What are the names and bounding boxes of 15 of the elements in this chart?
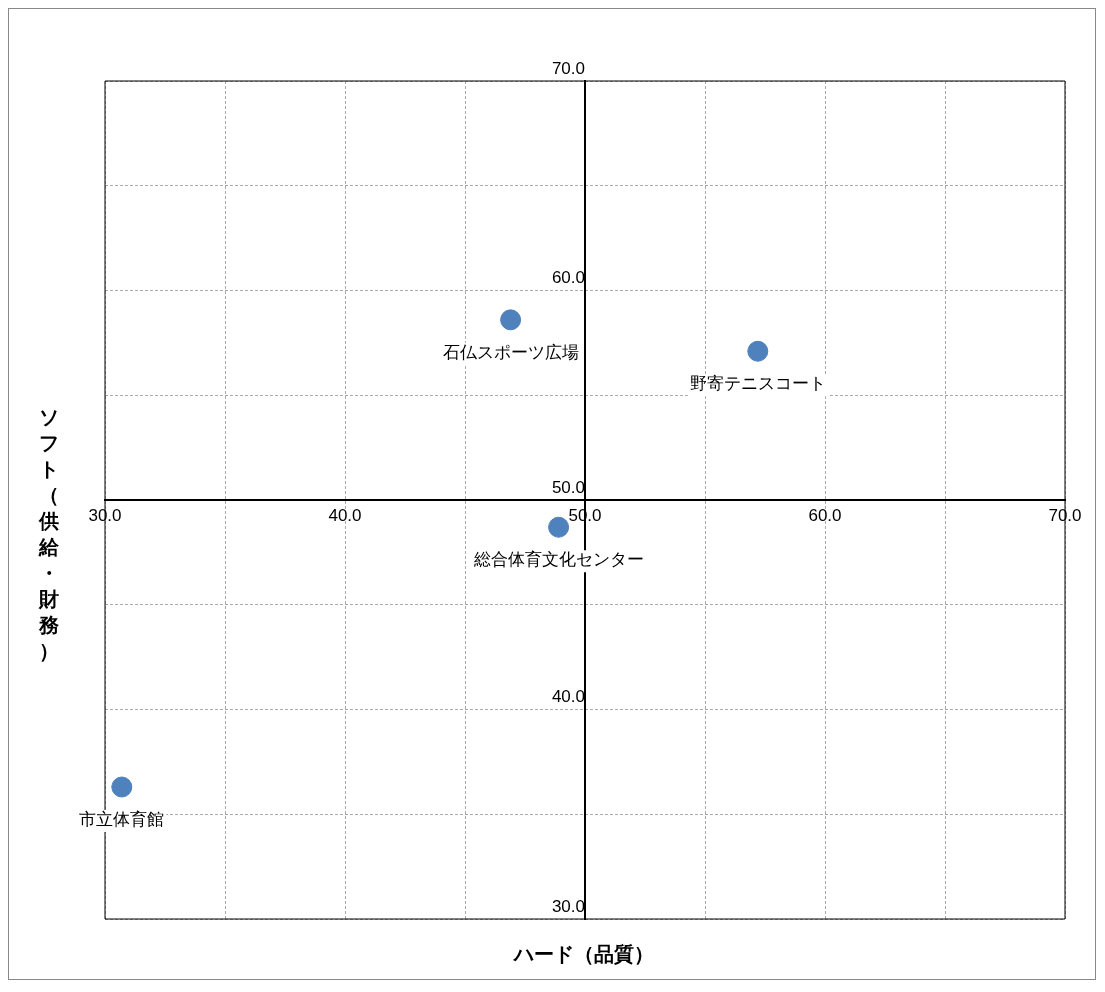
x-axis-title: ハード（品質） [512,942,655,967]
text: ソフト（供給・財務） [39,406,59,662]
y-tick-label: 70.0 [551,58,585,78]
x-tick-label: 70.0 [1048,505,1082,525]
x-tick-label: 60.0 [808,505,842,525]
series-label: 市立体育館 [79,810,165,830]
y-tick-label: 60.0 [551,268,585,288]
y-tick-label: 40.0 [551,687,585,707]
y-tick-label: 50.0 [551,477,585,497]
x-tick-label: 30.0 [88,505,122,525]
y-tick-label: 30.0 [551,896,585,916]
series-label: 石仏スポーツ広場 [442,343,579,363]
series-label: 総合体育文化センター [472,550,644,570]
series-label: 野寄テニスコート [689,374,826,394]
x-tick-label: 40.0 [328,505,362,525]
